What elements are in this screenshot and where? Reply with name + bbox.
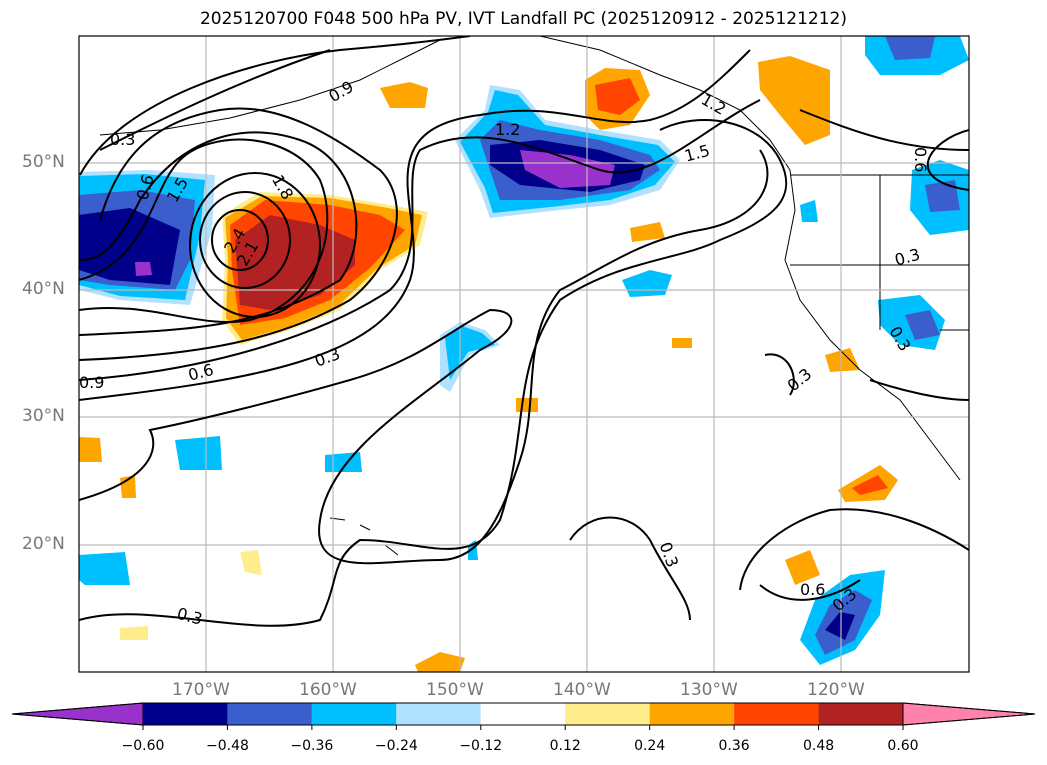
coastlines [99,36,969,556]
colorbar-tick-label: −0.60 [121,738,165,754]
colorbar-tick-label: −0.36 [290,738,334,754]
map-area: 0.3 0.6 0.9 1.2 1.5 1.8 2.1 2.4 0.3 0.6 … [79,36,969,672]
positive-pv-anomaly-small [79,56,898,672]
svg-text:0.9: 0.9 [325,77,357,106]
svg-text:0.6: 0.6 [911,147,930,172]
lon-label: 120°W [807,680,865,700]
lon-label: 140°W [553,680,611,700]
colorbar-segment [227,703,312,725]
lat-label: 40°N [22,279,65,299]
colorbar-tick-label: −0.12 [459,738,503,754]
colorbar-segment [565,703,650,725]
colorbar-tick-label: 0.12 [549,738,581,754]
gridlines [79,36,969,672]
lat-label: 50°N [22,152,65,172]
lon-label: 160°W [299,680,357,700]
negative-pv-anomaly-north-pacific [455,85,680,218]
colorbar-segment [480,703,566,725]
svg-text:1.2: 1.2 [495,120,520,139]
colorbar-segment [818,703,903,725]
colorbar-segment [734,703,819,725]
negative-pv-anomaly-small [79,36,969,665]
svg-text:0.3: 0.3 [656,539,683,569]
svg-text:0.6: 0.6 [800,580,825,599]
colorbar-segment [143,703,228,725]
colorbar-segment [311,703,397,725]
colorbar-tick-label: 0.24 [634,738,666,754]
colorbar-segment [649,703,735,725]
lat-label: 30°N [22,406,65,426]
map-title: 2025120700 F048 500 hPa PV, IVT Landfall… [199,9,847,29]
colorbar-tick-label: 0.60 [887,738,919,754]
svg-text:0.3: 0.3 [175,604,205,629]
colorbar-tick-label: −0.24 [374,738,418,754]
svg-text:0.3: 0.3 [110,130,135,149]
lon-label: 150°W [426,680,484,700]
colorbar-tick-label: 0.36 [718,738,750,754]
colorbar-tick-label: −0.48 [205,738,249,754]
svg-text:0.9: 0.9 [79,373,104,392]
map-frame [78,35,970,673]
lon-label: 130°W [680,680,738,700]
colorbar-segment [396,703,481,725]
svg-text:0.3: 0.3 [784,364,816,395]
colorbar-tick-label: 0.48 [802,738,835,754]
colorbar [11,702,1036,730]
colorbar-extend-min [11,702,144,726]
negative-pv-anomaly-west [79,170,215,305]
svg-text:0.3: 0.3 [893,245,923,270]
lon-label: 170°W [172,680,230,700]
ivt-contours [79,36,969,627]
colorbar-extend-max [902,702,1036,726]
lat-label: 20°N [22,534,65,554]
